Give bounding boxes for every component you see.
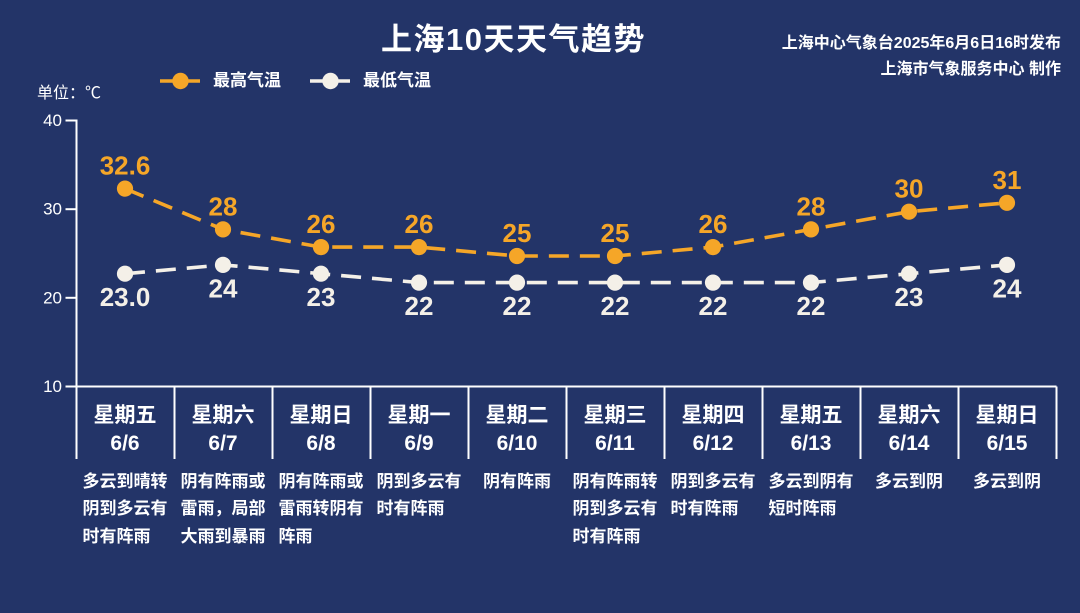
svg-text:22: 22 <box>503 291 532 321</box>
svg-text:32.6: 32.6 <box>100 151 151 181</box>
svg-text:10: 10 <box>43 377 62 396</box>
svg-text:22: 22 <box>797 291 826 321</box>
svg-text:25: 25 <box>503 218 532 248</box>
svg-text:26: 26 <box>405 209 434 239</box>
svg-text:20: 20 <box>43 288 62 307</box>
svg-text:30: 30 <box>895 174 924 204</box>
svg-text:28: 28 <box>797 191 826 221</box>
svg-text:28: 28 <box>209 191 238 221</box>
svg-text:25: 25 <box>601 218 630 248</box>
svg-text:23: 23 <box>895 282 924 312</box>
svg-text:31: 31 <box>993 165 1022 195</box>
svg-text:24: 24 <box>993 273 1022 303</box>
svg-text:22: 22 <box>699 291 728 321</box>
svg-text:26: 26 <box>307 209 336 239</box>
svg-text:30: 30 <box>43 200 62 219</box>
svg-text:22: 22 <box>601 291 630 321</box>
svg-text:23.0: 23.0 <box>100 282 151 312</box>
svg-text:22: 22 <box>405 291 434 321</box>
svg-text:24: 24 <box>209 273 238 303</box>
svg-text:26: 26 <box>699 209 728 239</box>
svg-text:40: 40 <box>43 111 62 130</box>
svg-text:23: 23 <box>307 282 336 312</box>
